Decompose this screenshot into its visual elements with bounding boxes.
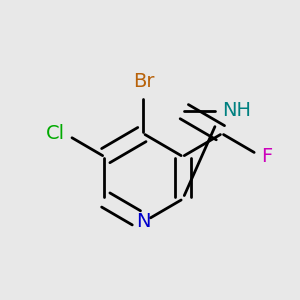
Text: Br: Br: [133, 72, 154, 91]
Text: F: F: [261, 147, 272, 166]
Text: NH: NH: [222, 101, 251, 120]
Text: N: N: [136, 212, 151, 232]
Text: Cl: Cl: [46, 124, 65, 143]
